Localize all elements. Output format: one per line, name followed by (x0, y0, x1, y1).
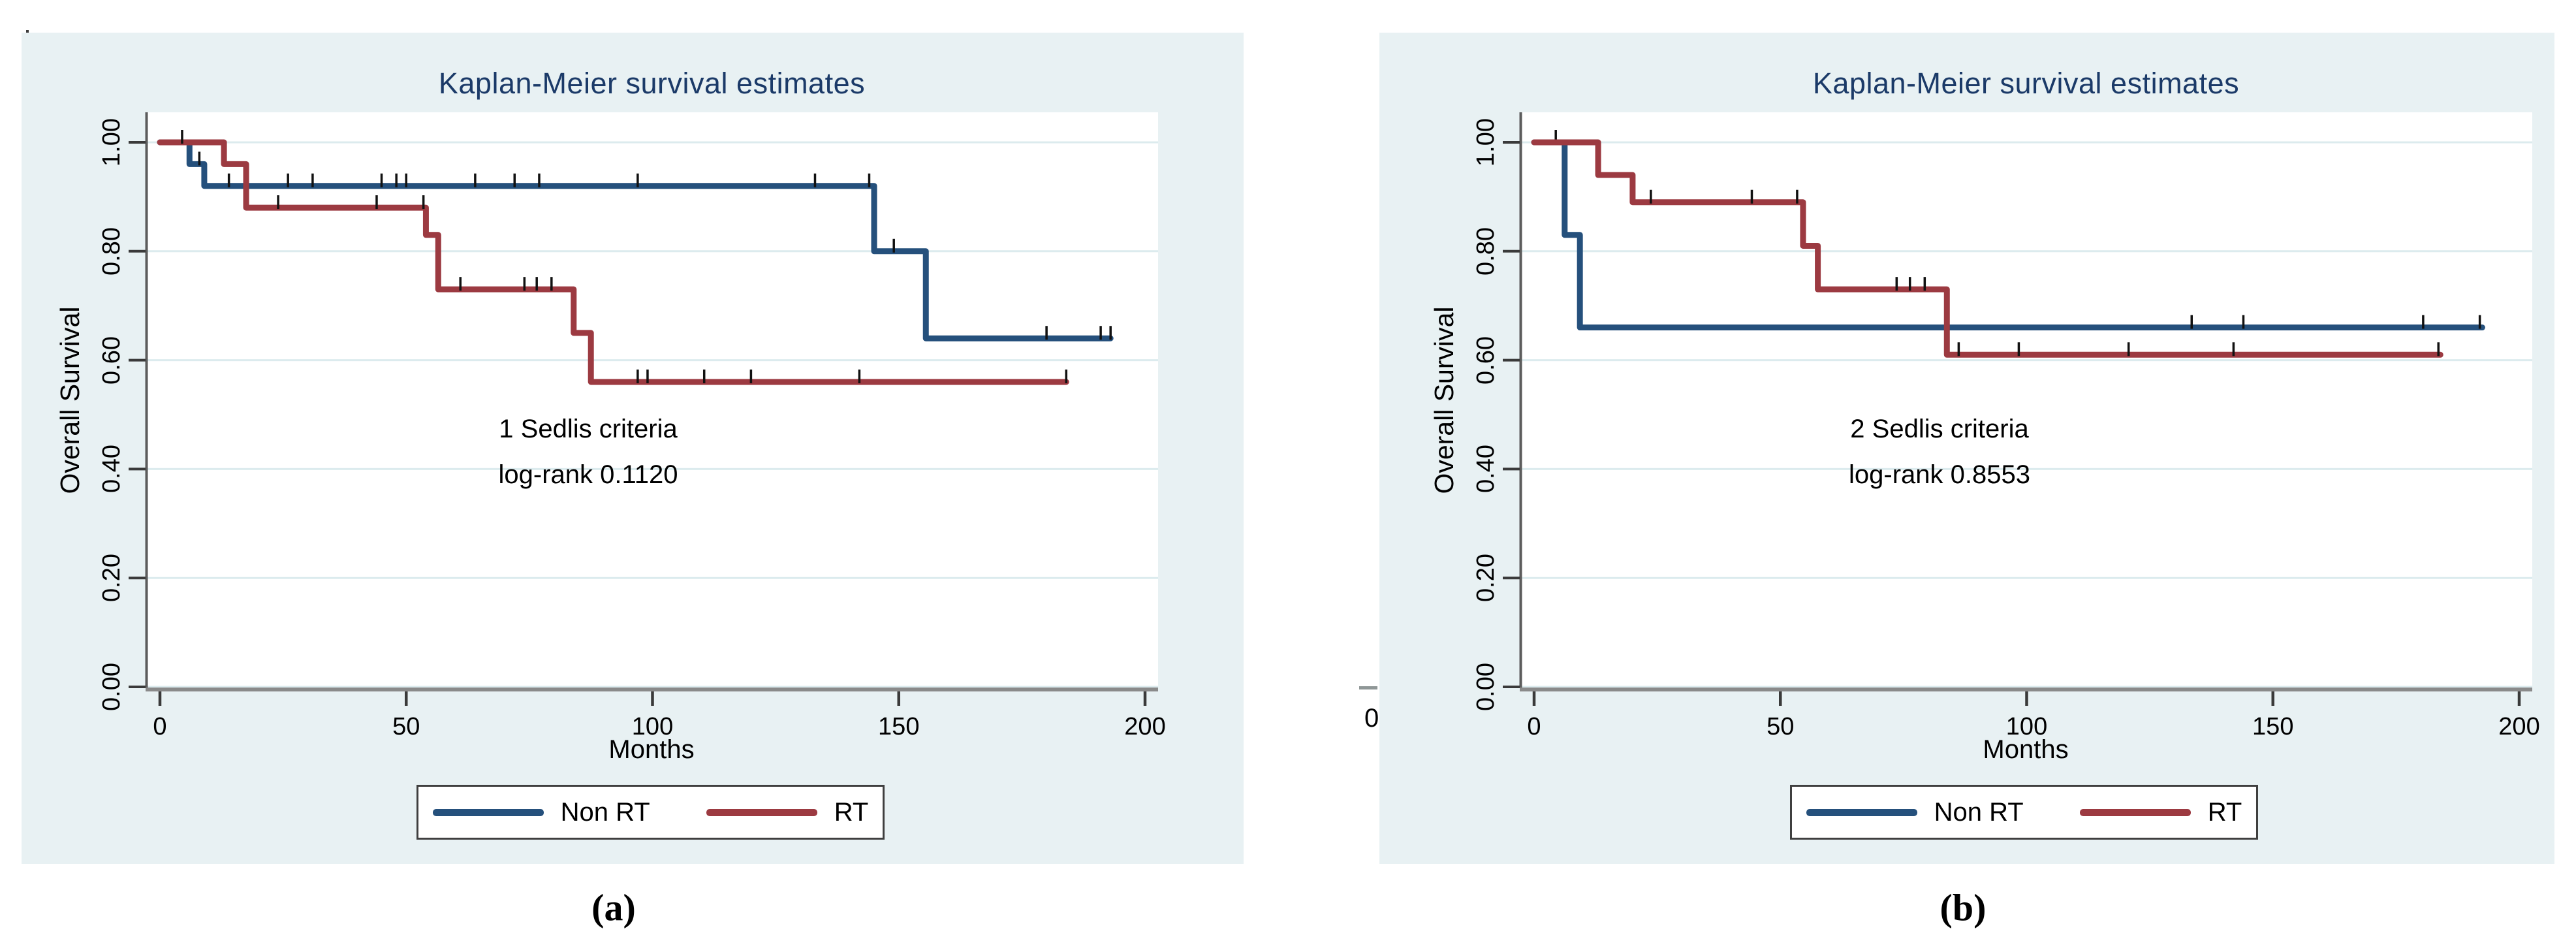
chart-title: Kaplan-Meier survival estimates (1812, 67, 2240, 100)
panel-sublabel-a: (a) (591, 886, 636, 929)
x-tick-label: 150 (2252, 713, 2294, 740)
y-tick-label: 0.00 (97, 663, 125, 711)
annotation: 2 Sedlis criteria log-rank 0.8553 (1849, 406, 2030, 498)
legend-label: Non RT (560, 797, 650, 827)
y-tick-label: 1.00 (97, 118, 125, 166)
y-tick-label: 0.00 (1471, 663, 1500, 711)
y-tick-label: 0.20 (97, 554, 125, 603)
x-tick-label: 200 (2498, 713, 2540, 740)
y-tick-label: 0.60 (1471, 336, 1500, 385)
x-axis-label: Months (1983, 735, 2069, 764)
plot-area (129, 112, 1158, 706)
non-rt-line-swatch (1806, 808, 1917, 816)
y-tick-label: 0.40 (97, 445, 125, 494)
y-tick-label: 1.00 (1471, 118, 1500, 166)
y-tick-label: 0.20 (1471, 554, 1500, 603)
y-tick-label: 0.80 (97, 227, 125, 276)
chart-title: Kaplan-Meier survival estimates (438, 67, 866, 100)
km-chart (1503, 112, 2532, 706)
legend-entry-non-rt: Non RT (432, 797, 650, 827)
annotation-line-2: log-rank 0.1120 (498, 460, 678, 489)
km-curve-non-rt (1531, 139, 2485, 331)
rt-line-swatch (2079, 808, 2191, 816)
legend-entry-rt: RT (706, 797, 869, 827)
km-panel-a: Kaplan-Meier survival estimates Overall … (22, 33, 1244, 864)
y-tick-label: 0.40 (1471, 445, 1500, 494)
legend-box: Non RT RT (1790, 785, 2258, 840)
legend-box: Non RT RT (416, 785, 885, 840)
crop-artifact-axis-dash (1359, 686, 1377, 689)
annotation-line-1: 2 Sedlis criteria (1850, 415, 2029, 443)
rt-line-swatch (706, 808, 817, 816)
non-rt-line-swatch (432, 808, 544, 816)
km-curve-non-rt (157, 139, 1114, 341)
plot-area (1503, 112, 2532, 706)
annotation-line-2: log-rank 0.8553 (1849, 460, 2030, 489)
annotation-line-1: 1 Sedlis criteria (499, 415, 678, 443)
x-tick-label: 200 (1124, 713, 1166, 740)
y-axis-label: Overall Survival (1429, 306, 1459, 494)
legend-label: Non RT (1934, 797, 2024, 827)
x-tick-label: 0 (1527, 713, 1541, 740)
x-tick-label: 100 (631, 713, 674, 740)
legend-label: RT (834, 797, 869, 827)
y-tick-label: 0.60 (97, 336, 125, 385)
legend-label: RT (2207, 797, 2242, 827)
y-tick-label: 0.80 (1471, 227, 1500, 276)
annotation: 1 Sedlis criteria log-rank 0.1120 (499, 406, 678, 498)
x-tick-label: 100 (2005, 713, 2048, 740)
x-tick-label: 0 (153, 713, 167, 740)
km-curve-rt (157, 139, 1069, 385)
legend-entry-rt: RT (2079, 797, 2242, 827)
km-chart (129, 112, 1158, 706)
x-tick-label: 150 (878, 713, 920, 740)
y-axis-label: Overall Survival (55, 306, 85, 494)
x-tick-label: 50 (1767, 713, 1795, 740)
km-panel-b: Kaplan-Meier survival estimates Overall … (1379, 33, 2554, 864)
panel-sublabel-b: (b) (1940, 886, 1987, 929)
legend-entry-non-rt: Non RT (1806, 798, 2024, 827)
crop-artifact-zero-label: 0 (1364, 704, 1379, 733)
km-curve-rt (1531, 139, 2443, 358)
x-tick-label: 50 (392, 713, 420, 740)
x-axis-label: Months (608, 735, 695, 764)
